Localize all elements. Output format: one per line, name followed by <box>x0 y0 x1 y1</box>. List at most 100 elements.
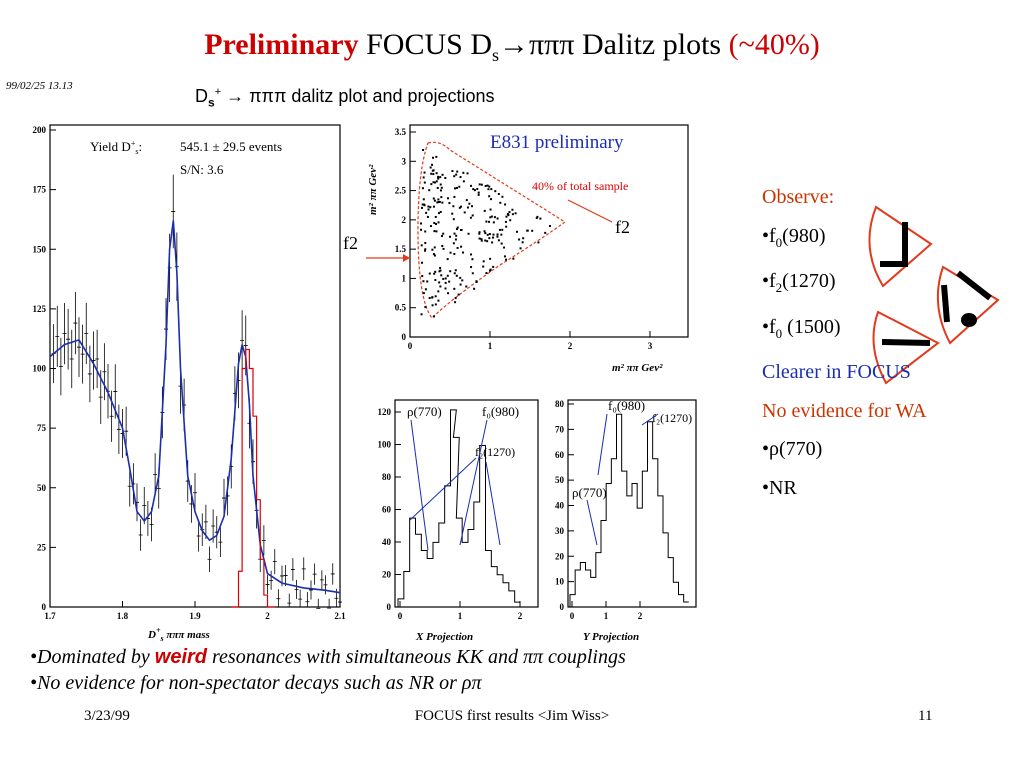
dalitz-event-point <box>430 172 433 175</box>
dalitz-event-point <box>501 228 504 231</box>
dalitz-event-point <box>420 228 423 231</box>
dalitz-plot-frame <box>409 124 689 338</box>
dalitz-event-point <box>496 233 499 236</box>
plot-title-ds: D <box>195 86 208 106</box>
dalitz-event-point <box>466 172 469 175</box>
observe-no-wa: No evidence for WA <box>762 399 927 422</box>
dalitz-event-point <box>438 281 441 284</box>
dalitz-event-point <box>462 251 465 254</box>
dalitz-event-point <box>486 184 489 187</box>
dalitz-event-point <box>437 221 440 224</box>
observe-item-f0-1500: •f0 (1500) <box>762 315 841 341</box>
dalitz-events <box>420 149 551 318</box>
dalitz-event-point <box>468 202 471 205</box>
dalitz-event-point <box>503 255 506 258</box>
dalitz-event-point <box>432 181 435 184</box>
dalitz-event-point <box>484 232 487 235</box>
mass-y-tick-label: 25 <box>37 542 47 552</box>
dalitz-event-point <box>544 231 547 234</box>
dalitz-event-point <box>490 188 493 191</box>
dalitz-event-point <box>485 272 488 275</box>
bullet-dominated: •Dominated by weird resonances with simu… <box>30 646 626 668</box>
dalitz-event-point <box>431 296 434 299</box>
dalitz-y-tick-label: 1 <box>402 273 407 283</box>
dalitz-event-point <box>505 215 508 218</box>
dalitz-event-point <box>424 248 427 251</box>
dalitz-event-point <box>485 220 488 223</box>
dalitz-event-point <box>446 258 449 261</box>
dalitz-event-point <box>444 277 447 280</box>
x-projection-histogram <box>397 409 521 607</box>
dalitz-event-point <box>435 172 438 175</box>
dalitz-event-point <box>500 242 503 245</box>
dalitz-event-point <box>476 187 479 190</box>
dalitz-event-point <box>539 217 542 220</box>
dalitz-event-point <box>432 197 435 200</box>
dalitz-event-point <box>424 306 427 309</box>
mass-x-tick-label: 2.1 <box>334 611 346 621</box>
dalitz-event-point <box>487 188 490 191</box>
dalitz-event-point <box>483 209 486 212</box>
yield-label: Yield D+s: <box>90 139 142 156</box>
x-proj-x-tick-label: 1 <box>458 611 463 621</box>
dalitz-event-point <box>439 183 442 186</box>
dalitz-event-point <box>518 238 521 241</box>
x-proj-y-tick-label: 120 <box>378 407 392 417</box>
dalitz-event-point <box>452 218 455 221</box>
dalitz-event-point <box>548 225 551 228</box>
dalitz-event-point <box>435 230 438 233</box>
dalitz-event-point <box>452 205 455 208</box>
dalitz-event-point <box>424 288 427 291</box>
dalitz-event-point <box>439 176 442 179</box>
dalitz-event-point <box>498 228 501 231</box>
f2-label-left: f2 <box>343 233 358 253</box>
y-proj-f0-label: f₀(980) <box>608 398 645 413</box>
footer-center: FOCUS first results <Jim Wiss> <box>414 708 610 724</box>
dalitz-event-point <box>460 245 463 248</box>
dalitz-event-point <box>484 239 487 242</box>
y-proj-y-tick-label: 20 <box>555 551 565 561</box>
dalitz-event-point <box>493 216 496 219</box>
dalitz-y-tick-label: 3.5 <box>395 127 407 137</box>
f2-arrowhead-left <box>403 254 410 262</box>
y-proj-rho-line <box>586 499 598 546</box>
x-proj-x-tick-label: 2 <box>518 611 523 621</box>
title-decay: →πππ Dalitz plots <box>499 28 722 61</box>
y-proj-x-tick-label: 1 <box>604 611 609 621</box>
dalitz-event-point <box>422 149 425 152</box>
dalitz-event-point <box>427 208 430 211</box>
dalitz-event-point <box>492 265 495 268</box>
dalitz-event-point <box>511 208 514 211</box>
dalitz-event-point <box>519 247 522 250</box>
mass-x-tick-label: 2 <box>265 611 270 621</box>
dalitz-event-point <box>432 253 435 256</box>
y-proj-f2-label: f₂(1270) <box>652 411 692 425</box>
dalitz-event-point <box>470 266 473 269</box>
dalitz-event-point <box>444 281 447 284</box>
dalitz-event-point <box>454 238 457 241</box>
dalitz-event-point <box>449 270 452 273</box>
y-proj-rho-label: ρ(770) <box>572 485 607 500</box>
dalitz-event-point <box>455 173 458 176</box>
dalitz-event-point <box>431 304 434 307</box>
dalitz-event-point <box>440 234 443 237</box>
dalitz-event-point <box>447 197 450 200</box>
mass-x-tick-label: 1.7 <box>44 611 56 621</box>
dalitz-event-point <box>426 215 429 218</box>
y-proj-y-tick-label: 50 <box>555 475 565 485</box>
dalitz-event-point <box>446 274 449 277</box>
dalitz-event-point <box>503 246 506 249</box>
dalitz-event-point <box>455 228 458 231</box>
dalitz-event-point <box>453 175 456 178</box>
mass-data-points <box>51 174 342 609</box>
dalitz-event-point <box>421 261 424 264</box>
bullet-no-evidence: •No evidence for non-spectator decays su… <box>30 672 482 694</box>
mass-y-tick-label: 75 <box>37 423 47 433</box>
dalitz-event-point <box>420 222 423 225</box>
y-proj-y-tick-label: 0 <box>560 602 565 612</box>
observe-rho: •ρ(770) <box>762 438 823 460</box>
dalitz-event-point <box>429 206 432 209</box>
x-proj-y-tick-label: 80 <box>382 472 392 482</box>
dalitz-event-point <box>455 234 458 237</box>
x-proj-y-tick-label: 40 <box>382 537 392 547</box>
